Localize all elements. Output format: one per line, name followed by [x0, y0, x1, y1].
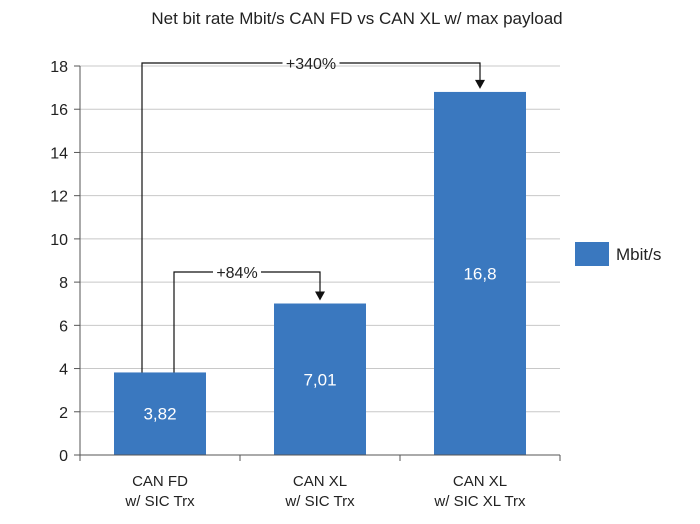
annotation-arrowhead — [475, 79, 485, 89]
bar — [114, 372, 206, 455]
bar-value-label: 3,82 — [143, 405, 176, 424]
annotation-bracket-left — [173, 271, 213, 373]
annotation-arrowhead — [315, 291, 325, 301]
grid-lines — [80, 65, 560, 413]
y-tick-label: 14 — [50, 145, 68, 162]
y-tick-label: 4 — [59, 362, 68, 379]
x-category-label: CAN XL — [453, 473, 507, 490]
legend: Mbit/s — [575, 242, 661, 266]
annotations: +84% +340% — [141, 56, 485, 373]
y-tick-label: 12 — [50, 189, 68, 206]
legend-swatch — [575, 242, 609, 266]
y-tick-label: 2 — [59, 405, 68, 422]
y-tick-label: 10 — [50, 232, 68, 249]
y-tick-label: 0 — [59, 448, 68, 465]
x-category-label: w/ SIC Trx — [124, 493, 195, 510]
y-tick-label: 16 — [50, 102, 68, 119]
bar-value-label: 16,8 — [463, 264, 496, 283]
y-tick-label: 8 — [59, 275, 68, 292]
annotation-label: +340% — [286, 56, 336, 73]
y-tick-label: 18 — [50, 59, 68, 76]
legend-label: Mbit/s — [616, 245, 661, 264]
x-category-label: CAN XL — [293, 473, 347, 490]
bars: 3,82 7,01 16,8 — [114, 91, 526, 455]
x-category-label: w/ SIC Trx — [284, 493, 355, 510]
bar — [274, 303, 366, 455]
x-category-label: w/ SIC XL Trx — [433, 493, 526, 510]
annotation-label: +84% — [216, 265, 257, 282]
annotation-bracket-left — [141, 62, 283, 373]
annotation-bracket-right — [261, 271, 321, 294]
axes: 0 2 4 6 8 10 12 14 16 18 CAN FD w/ SIC Trx CAN XL w/ … — [50, 59, 561, 510]
bar — [434, 91, 526, 455]
bar-value-label: 7,01 — [303, 370, 336, 389]
x-category-label: CAN FD — [132, 473, 188, 490]
chart-title: Net bit rate Mbit/s CAN FD vs CAN XL w/ … — [151, 9, 562, 28]
y-tick-label: 6 — [59, 318, 68, 335]
annotation-bracket-right — [339, 62, 481, 82]
